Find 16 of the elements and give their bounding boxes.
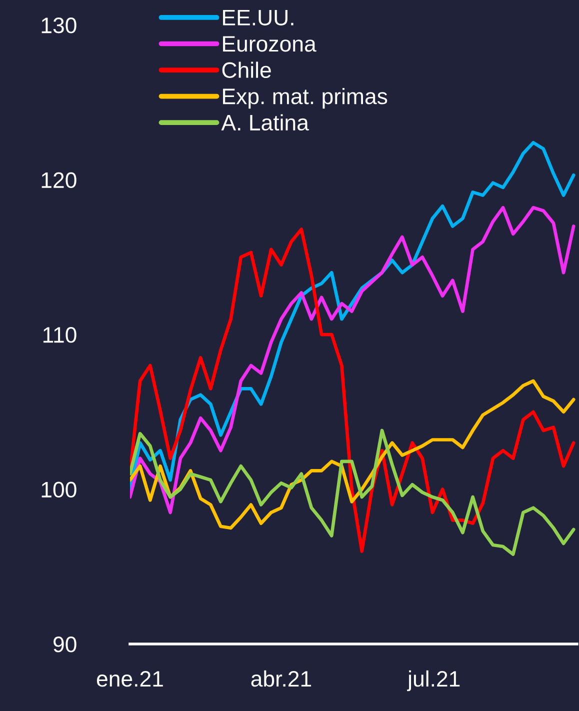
legend-label: Chile [222,62,271,78]
y-tick-label: 100 [42,482,76,498]
x-tick-label: jul.21 [407,670,460,692]
x-tick-label: ene.21 [96,671,163,687]
y-tick-label: 130 [42,18,76,34]
line-series [130,428,576,556]
y-tick-label: 90 [54,636,76,652]
x-tick-label: abr.21 [251,670,312,687]
y-tick-label: 120 [42,172,76,188]
y-tick-label: 110 [43,327,76,343]
legend-label: Exp. mat. primas [223,88,388,109]
legend-label: EE.UU. [223,10,294,26]
line-series [130,206,576,514]
line-series [130,228,576,553]
legend-label: A. Latina [221,114,309,131]
legend-label: Eurozona [223,36,316,52]
